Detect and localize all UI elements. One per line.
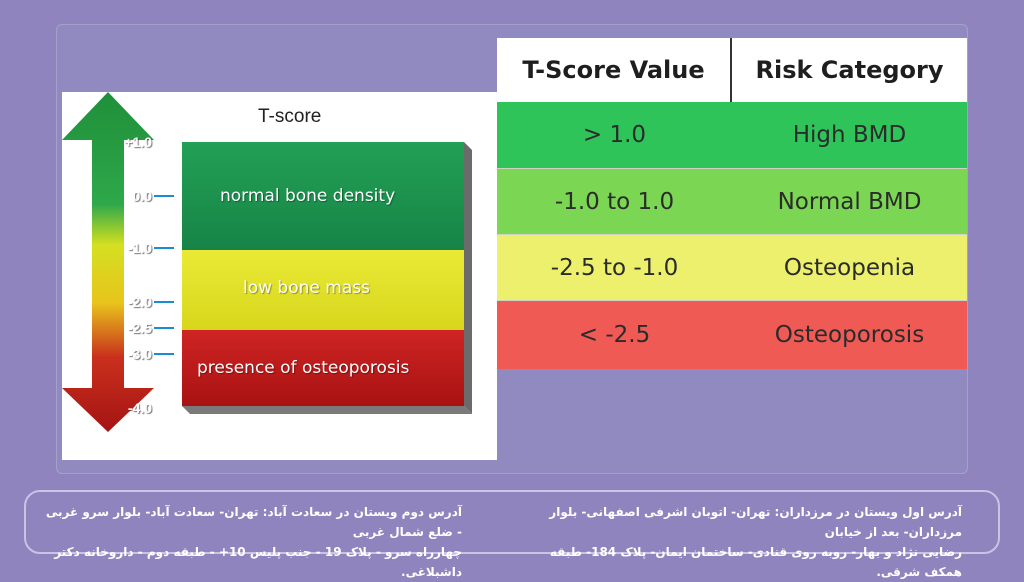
address-1: آدرس اول ویستان در مرزداران: تهران- اتوب… [522, 502, 962, 582]
tick-label-minus3: -3.0 [127, 346, 152, 362]
address-2-line-2: چهارراه سرو - پلاک 19 - جنب پلیس 10+ - ط… [54, 545, 462, 579]
block-shadow [464, 142, 472, 414]
risk-table: T-Score Value Risk Category > 1.0 High B… [497, 38, 967, 369]
cell-category: Normal BMD [777, 189, 922, 215]
figure-title: T-score [258, 106, 322, 127]
cell-t-score: -1.0 to 1.0 [554, 189, 675, 215]
cell-t-score: -2.5 to -1.0 [550, 255, 679, 281]
address-1-line-2: رضایی نژاد و بهار- روبه روی قنادی- ساختم… [549, 545, 962, 579]
zone-label-osteoporosis: presence of osteoporosis [197, 358, 410, 378]
address-1-line-1: آدرس اول ویستان در مرزداران: تهران- اتوب… [549, 505, 962, 539]
table-header-row: T-Score Value Risk Category [497, 38, 967, 102]
header-t-score: T-Score Value [497, 38, 732, 102]
cell-category: Osteoporosis [774, 322, 925, 348]
cell-category: Osteopenia [783, 255, 916, 281]
zone-low [182, 250, 464, 330]
zone-osteoporosis [182, 330, 464, 406]
cell-category: High BMD [792, 122, 907, 148]
cell-t-score: < -2.5 [578, 322, 651, 348]
tick-label-minus1: -1.0 [127, 240, 152, 256]
table-row: > 1.0 High BMD [497, 102, 967, 168]
tick-label-minus2: -2.0 [127, 294, 152, 310]
cell-t-score: > 1.0 [582, 122, 647, 148]
header-risk-category: Risk Category [755, 56, 944, 84]
table-row: < -2.5 Osteoporosis [497, 300, 967, 369]
zone-label-low: low bone mass [243, 278, 370, 298]
zone-label-normal: normal bone density [220, 186, 396, 206]
table-row: -1.0 to 1.0 Normal BMD [497, 168, 967, 235]
footer-address-bar: آدرس اول ویستان در مرزداران: تهران- اتوب… [24, 490, 1000, 579]
t-score-graphic [62, 92, 472, 432]
tick-marks [154, 195, 174, 355]
block-bottom-shadow [182, 406, 472, 414]
tick-label-minus4: -4.0 [127, 400, 152, 416]
table-row: -2.5 to -1.0 Osteopenia [497, 234, 967, 301]
double-arrow [62, 92, 154, 432]
t-score-figure: T-score normal bone density low bone mas… [62, 92, 497, 460]
tick-label-plus1: +1.0 [124, 134, 152, 150]
address-2-line-1: آدرس دوم ویستان در سعادت آباد: تهران- سع… [45, 505, 462, 539]
tick-label-minus2-5: -2.5 [127, 320, 152, 336]
tick-label-0: 0.0 [132, 188, 152, 204]
zone-normal [182, 142, 464, 250]
address-2: آدرس دوم ویستان در سعادت آباد: تهران- سع… [42, 502, 462, 582]
